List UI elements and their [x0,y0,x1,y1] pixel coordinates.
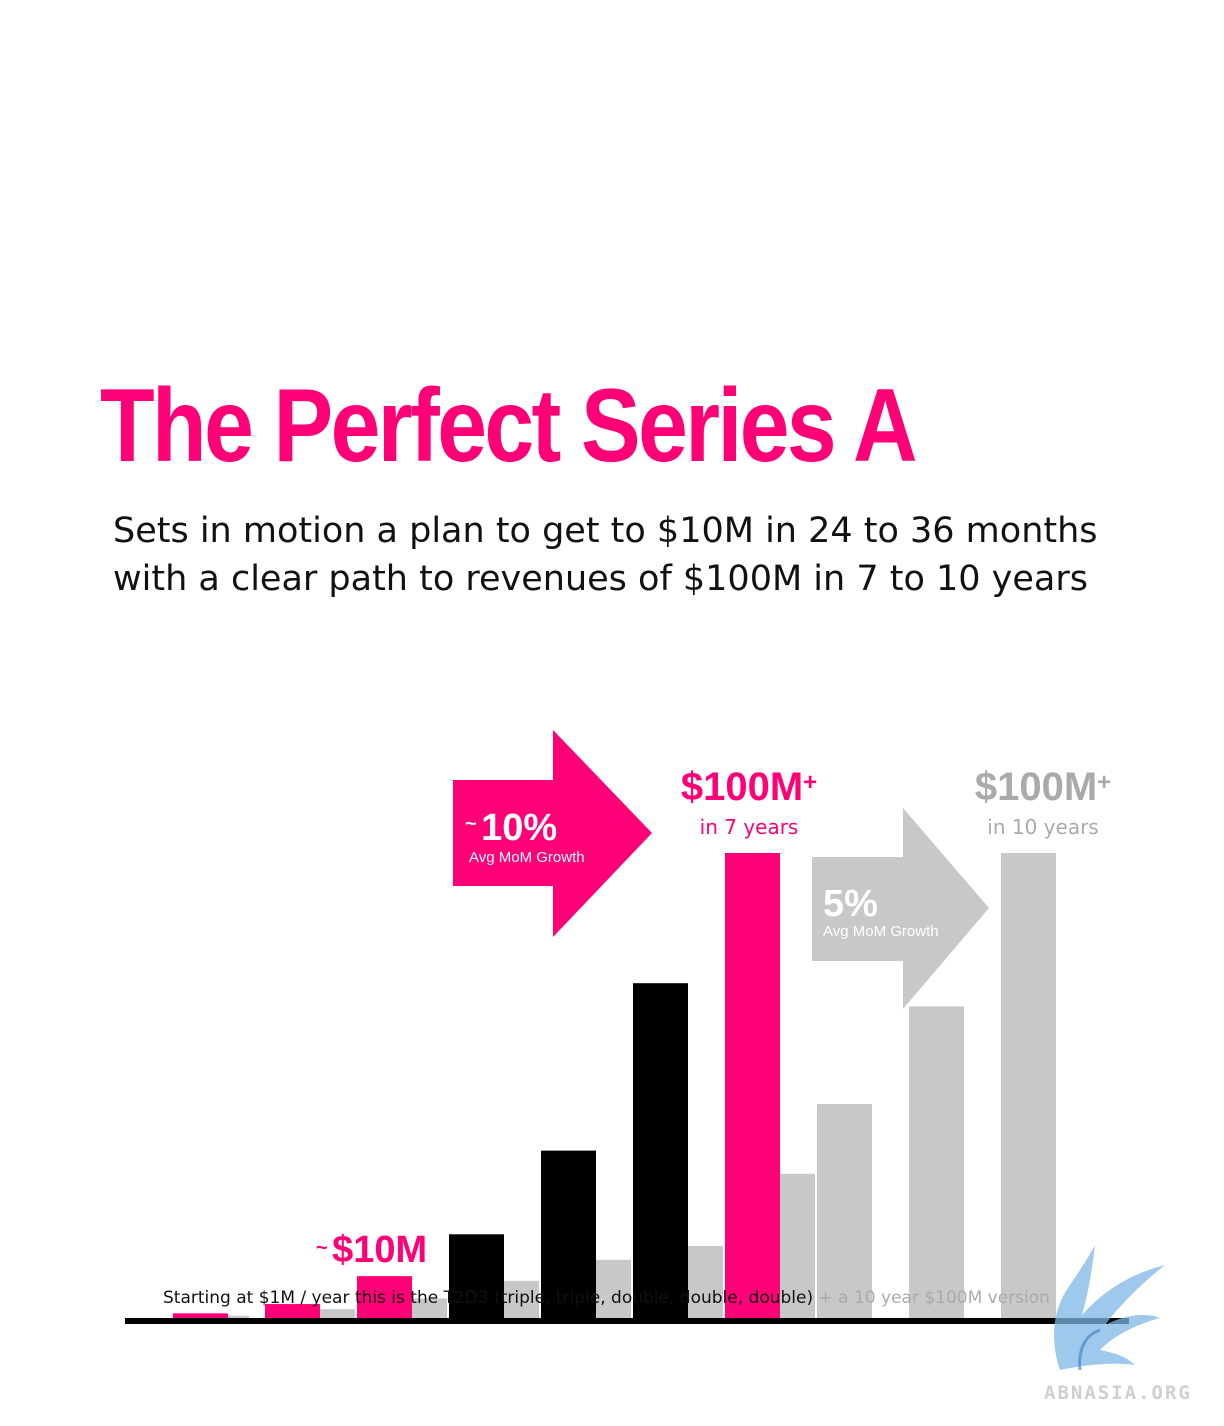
growth-fast-label: ~ 10% [465,807,557,849]
bar-ten-year-8 [817,1104,872,1318]
bar-ten-year-7 [778,1173,815,1318]
griffin-logo-icon [1054,1245,1165,1371]
bar-t2d3-4 [449,1234,504,1318]
ten-m-prefix: ~ [316,1237,328,1259]
bar-ten-year-1 [226,1315,249,1318]
bar-t2d3-6 [633,983,688,1318]
target-fast-amount: $100M [681,765,803,809]
subtitle-line-2: with a clear path to revenues of $100M i… [113,559,1088,599]
x-axis-baseline [125,1318,1129,1324]
growth-fast-prefix: ~ [465,813,477,835]
bar-t2d3-7 [725,853,780,1318]
watermark-text: ABNASIA.ORG [1044,1382,1192,1404]
subtitle-line-1: Sets in motion a plan to get to $10M in … [113,511,1098,551]
bars-group [173,853,1056,1318]
bar-ten-year-2 [318,1309,355,1318]
bar-t2d3-1 [173,1313,228,1318]
target-slow-value: $100M+ [975,765,1111,809]
target-slow-amount: $100M [975,765,1097,809]
bar-t2d3-3 [357,1276,412,1318]
subtitle: Sets in motion a plan to get to $10M in … [113,507,1098,603]
bar-ten-year-10 [1001,853,1056,1318]
bar-ten-year-6 [686,1245,723,1318]
target-slow-caption: in 10 years [987,815,1098,839]
page-title: The Perfect Series A [100,368,918,484]
target-fast-caption: in 7 years [700,815,799,839]
bar-ten-year-9 [909,1006,964,1318]
target-fast-value: $100M+ [681,765,817,809]
target-slow-plus: + [1097,769,1111,796]
growth-slow-caption: Avg MoM Growth [823,923,939,940]
bar-t2d3-5 [541,1150,596,1318]
target-fast-plus: + [803,769,817,796]
growth-arrow-fast [453,730,652,937]
growth-slow-value: 5% [823,883,878,925]
ten-m-label: ~ $10M [316,1229,427,1271]
caption-muted: + a 10 year $100M version [818,1288,1050,1308]
bar-t2d3-2 [265,1304,320,1318]
growth-fast-caption: Avg MoM Growth [469,849,585,866]
growth-fast-value: 10% [481,807,557,849]
bar-ten-year-5 [594,1259,631,1318]
growth-arrow-slow [812,808,989,1009]
ten-m-value: $10M [332,1229,427,1271]
bar-ten-year-4 [502,1280,539,1318]
caption-main: Starting at $1M / year this is the T2D3 … [163,1288,814,1308]
chart-caption: Starting at $1M / year this is the T2D3 … [163,1288,1050,1308]
bar-ten-year-3 [410,1298,447,1318]
